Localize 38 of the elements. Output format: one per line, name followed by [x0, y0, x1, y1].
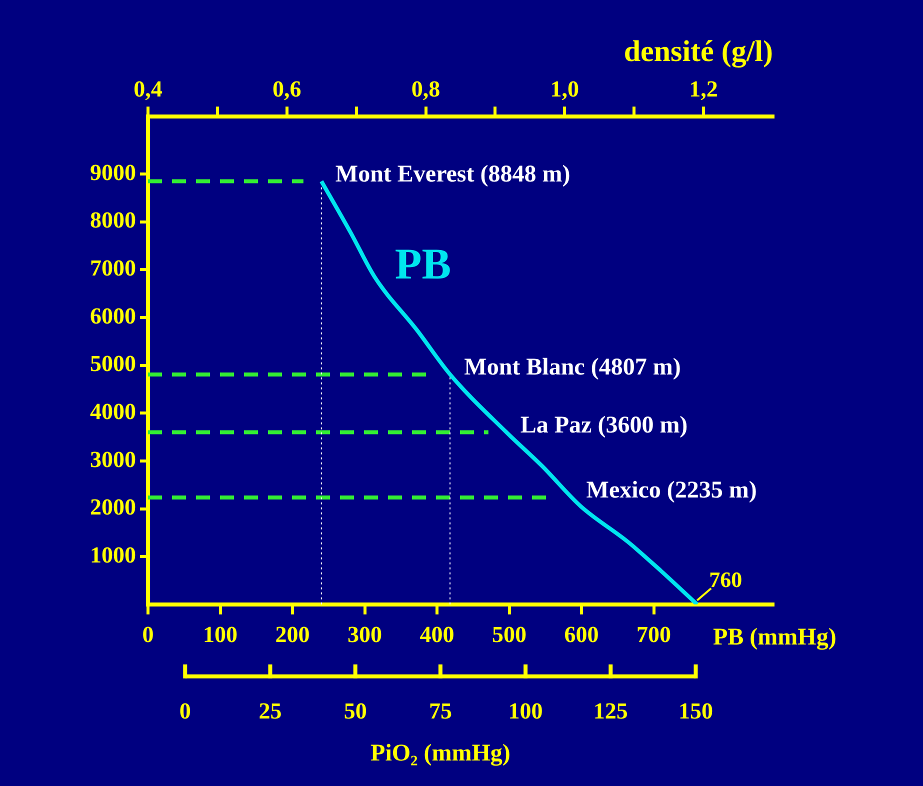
- ref-line-label: La Paz (3600 m): [520, 412, 688, 438]
- text: 100: [508, 698, 543, 724]
- text: PiO₂ (mmHg): [370, 740, 510, 767]
- text: 25: [258, 698, 282, 724]
- x-tick-label: 200: [275, 622, 310, 648]
- y-tick-label: 9000: [90, 160, 136, 185]
- x2-tick-label: 1,0: [550, 76, 580, 102]
- y-tick-label: 2000: [90, 494, 136, 520]
- text: 0: [179, 698, 191, 724]
- y-tick-label: 4000: [90, 399, 136, 424]
- y-tick-label: 1000: [90, 542, 136, 568]
- text: 125: [593, 698, 628, 724]
- ref-line-label: Mexico (2235 m): [586, 478, 757, 504]
- ref-line-label: Mont Blanc (4807 m): [464, 354, 681, 381]
- y-tick-label: 3000: [90, 446, 136, 472]
- annotation: 760: [709, 567, 742, 592]
- x-tick-label: 100: [203, 622, 238, 648]
- x-tick-label: 0: [142, 622, 154, 648]
- x2-tick-label: 0,4: [134, 76, 163, 102]
- series-label: PB: [394, 240, 452, 289]
- x2-tick-label: 0,8: [411, 76, 440, 102]
- x-tick-label: 300: [348, 622, 382, 648]
- x-tick-label: 500: [492, 622, 527, 648]
- x2-tick-label: 1,2: [689, 76, 718, 102]
- x-tick-label: 600: [564, 622, 599, 648]
- y-tick-label: 8000: [90, 208, 136, 233]
- text: 50: [344, 698, 367, 724]
- x2-axis-title: densité (g/l): [624, 34, 773, 68]
- text: 150: [678, 698, 713, 724]
- y-tick-label: 6000: [90, 303, 136, 328]
- x2-tick-label: 0,6: [272, 76, 302, 102]
- x-tick-label: 400: [420, 622, 454, 648]
- y-tick-label: 7000: [90, 256, 136, 281]
- x-axis-title: PB (mmHg): [713, 624, 836, 651]
- ref-line-label: Mont Everest (8848 m): [335, 161, 570, 188]
- x-tick-label: 700: [636, 622, 672, 648]
- text: 75: [428, 698, 452, 724]
- y-tick-label: 5000: [90, 351, 136, 376]
